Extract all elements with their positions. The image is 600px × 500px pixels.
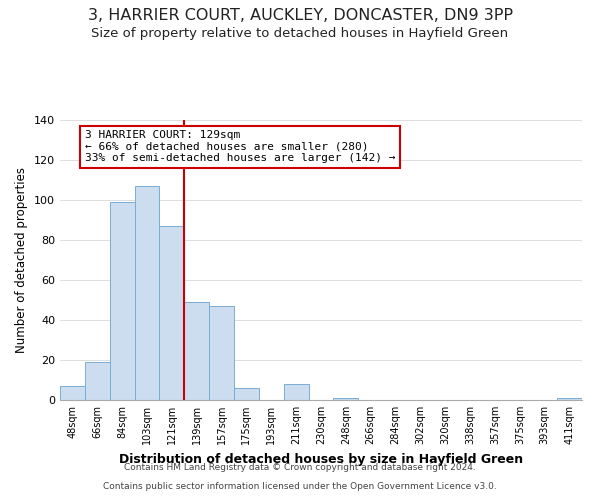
Y-axis label: Number of detached properties: Number of detached properties (16, 167, 28, 353)
Bar (134, 186, 160, 400)
Bar (160, 226, 184, 400)
Bar (184, 302, 209, 400)
Bar (209, 306, 234, 400)
Bar (60, 386, 85, 400)
Bar (110, 202, 134, 400)
Bar (85, 362, 110, 400)
Text: Size of property relative to detached houses in Hayfield Green: Size of property relative to detached ho… (91, 28, 509, 40)
Text: Contains public sector information licensed under the Open Government Licence v3: Contains public sector information licen… (103, 482, 497, 491)
Bar (234, 388, 259, 400)
Text: 3 HARRIER COURT: 129sqm
← 66% of detached houses are smaller (280)
33% of semi-d: 3 HARRIER COURT: 129sqm ← 66% of detache… (85, 130, 395, 163)
Bar (334, 398, 358, 400)
Bar (284, 384, 308, 400)
X-axis label: Distribution of detached houses by size in Hayfield Green: Distribution of detached houses by size … (119, 452, 523, 466)
Text: Contains HM Land Registry data © Crown copyright and database right 2024.: Contains HM Land Registry data © Crown c… (124, 464, 476, 472)
Bar (557, 398, 582, 400)
Text: 3, HARRIER COURT, AUCKLEY, DONCASTER, DN9 3PP: 3, HARRIER COURT, AUCKLEY, DONCASTER, DN… (88, 8, 512, 22)
